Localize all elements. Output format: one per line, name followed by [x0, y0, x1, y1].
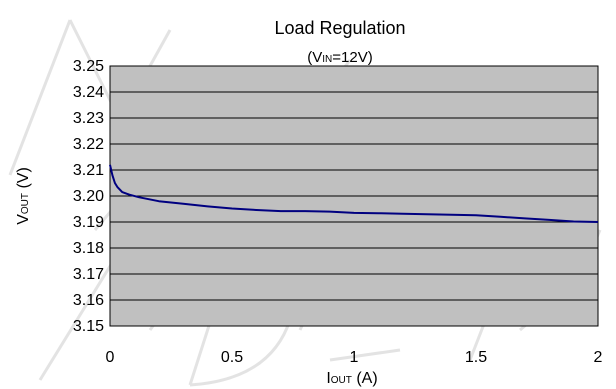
x-tick-label: 1 — [350, 349, 359, 366]
y-tick-label: 3.24 — [73, 84, 104, 101]
series-layer — [109, 164, 599, 223]
chart-title: Load Regulation — [274, 18, 405, 38]
y-tick-label: 3.20 — [73, 188, 104, 205]
x-tick-label: 0 — [106, 349, 115, 366]
y-axis-ticks: 3.15 3.16 3.17 3.18 3.19 3.20 3.21 3.22 3.23 3.24… — [73, 58, 104, 335]
subtitle-suffix: =12V) — [332, 49, 372, 66]
x-axis-ticks: 0 0.5 1 1.5 2 — [106, 349, 603, 366]
y-tick-label: 3.16 — [73, 292, 104, 309]
x-tick-label: 1.5 — [465, 349, 487, 366]
y-tick-label: 3.22 — [73, 136, 104, 153]
x-axis-label: IOUT (A) — [326, 370, 377, 387]
y-tick-label: 3.15 — [73, 318, 104, 335]
chart-subtitle: (VIN=12V) — [307, 49, 372, 66]
y-tick-label: 3.17 — [73, 266, 104, 283]
ylabel-suffix: (V) — [15, 167, 32, 193]
xlabel-suffix: (A) — [352, 370, 378, 387]
xlabel-subscript: OUT — [331, 375, 352, 386]
ylabel-subscript: OUT — [20, 193, 31, 214]
y-tick-label: 3.25 — [73, 58, 104, 75]
grid-lines — [110, 65, 598, 327]
y-tick-label: 3.23 — [73, 110, 104, 127]
x-tick-label: 2 — [594, 349, 603, 366]
y-axis-label: VOUT (V) — [15, 167, 32, 225]
x-tick-label: 0.5 — [221, 349, 243, 366]
subtitle-prefix: (V — [307, 49, 322, 66]
subtitle-subscript: IN — [322, 54, 332, 65]
xlabel-main: I — [326, 370, 330, 387]
y-tick-label: 3.18 — [73, 240, 104, 257]
ylabel-main: V — [15, 214, 32, 225]
y-tick-label: 3.21 — [73, 162, 104, 179]
y-tick-label: 3.19 — [73, 214, 104, 231]
series-line — [109, 164, 599, 223]
